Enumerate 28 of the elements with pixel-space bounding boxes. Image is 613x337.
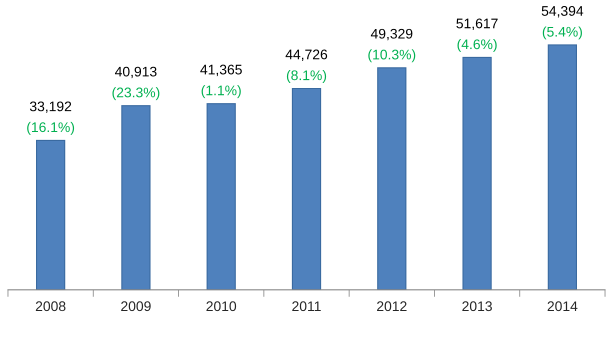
- bar: [377, 67, 406, 290]
- data-label: 49,329: [370, 28, 412, 40]
- bar: [121, 105, 151, 290]
- annotation: (4.6%): [458, 38, 497, 52]
- data-label: 40,913: [114, 66, 157, 78]
- annotation: (5.4%): [542, 26, 582, 40]
- data-label: 44,726: [286, 50, 328, 62]
- x-tick-label: 2014: [548, 301, 578, 312]
- data-label: 51,617: [456, 18, 498, 30]
- x-tick-label: 2008: [36, 301, 66, 312]
- annotation: (10.3%): [368, 49, 416, 62]
- data-label: 54,394: [542, 6, 584, 18]
- x-tick-label: 2011: [292, 301, 321, 312]
- bar: [206, 103, 236, 290]
- annotation: (16.1%): [27, 122, 74, 135]
- bar: [462, 56, 492, 290]
- bar: [36, 140, 66, 290]
- data-label: 33,192: [30, 101, 72, 113]
- bar: [292, 88, 322, 290]
- annotation: (8.1%): [286, 70, 326, 83]
- annotation: (23.3%): [112, 87, 160, 100]
- x-tick-label: 2009: [121, 301, 151, 312]
- bar: [548, 44, 578, 290]
- annotation: (1.1%): [202, 85, 241, 98]
- x-tick-label: 2013: [462, 301, 492, 312]
- x-tick-label: 2010: [206, 301, 236, 312]
- x-tick-label: 2012: [377, 301, 407, 312]
- data-label: 41,365: [200, 64, 242, 76]
